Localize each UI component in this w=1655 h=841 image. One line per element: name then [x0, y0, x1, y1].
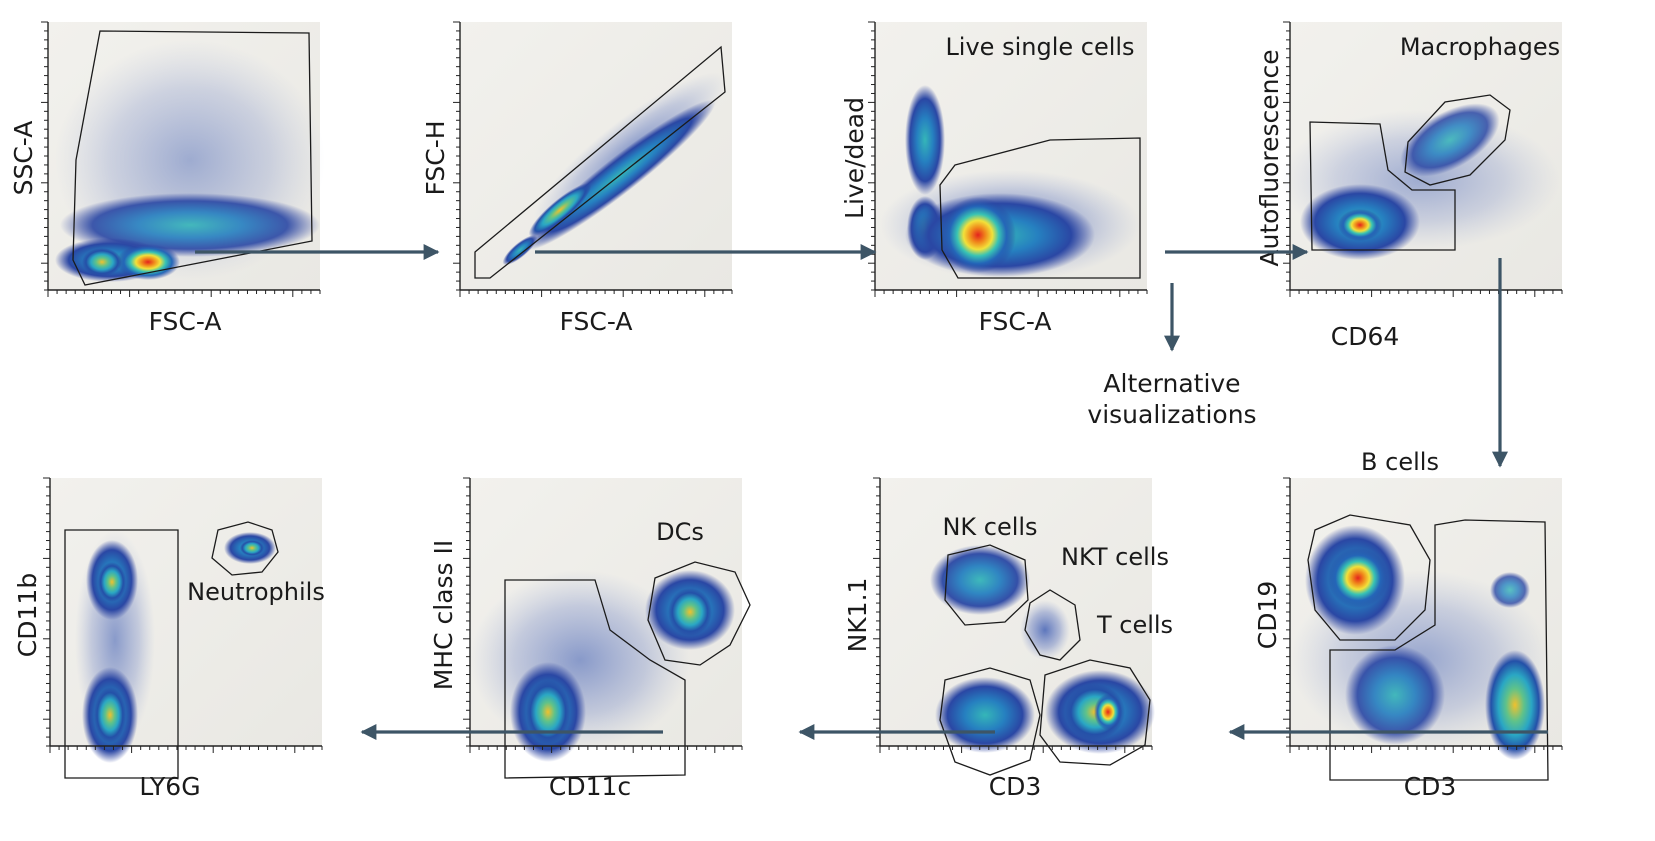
gate-non-dcs	[504, 579, 686, 779]
gate-live-single-cells	[939, 137, 1141, 279]
gate-label-nk-cells: NK cells	[942, 513, 1037, 541]
y-axis-label: SSC-A	[9, 121, 38, 196]
gate-label-dcs: DCs	[656, 518, 704, 546]
x-axis-label: FSC-A	[979, 307, 1052, 336]
y-axis-label: Live/dead	[840, 97, 869, 219]
gate-ly6g-neg	[64, 529, 179, 779]
flow-arrows	[195, 244, 1548, 740]
axis-ticks	[1283, 477, 1563, 753]
alternative-label-line1: Alternative	[1103, 369, 1240, 398]
x-axis-label: CD11c	[549, 772, 631, 801]
axis-ticks	[1283, 21, 1563, 297]
axis-ticks	[868, 21, 1148, 297]
plot-nk-t-cells	[879, 478, 1155, 776]
gate-label-b-cells: B cells	[1361, 448, 1439, 476]
gate-cells	[72, 30, 313, 286]
gate-nk-cd3-neg	[939, 667, 1041, 776]
gate-dcs	[647, 561, 751, 666]
y-axis-label: CD19	[1253, 581, 1282, 650]
axis-ticks	[873, 477, 1153, 753]
axis-ticks	[43, 477, 323, 753]
gate-label-t-cells: T cells	[1096, 611, 1173, 639]
plot-dcs	[469, 478, 751, 779]
gate-nkt-cells	[1024, 589, 1081, 661]
alternative-label-line2: visualizations	[1087, 400, 1256, 429]
y-axis-label: CD11b	[13, 573, 42, 657]
gate-label-live-single-cells: Live single cells	[945, 33, 1134, 61]
gate-t-cells-cd3	[1329, 519, 1549, 781]
plot-neutrophils	[49, 478, 322, 779]
x-axis-label: FSC-A	[560, 307, 633, 336]
gate-macrophages	[1404, 94, 1511, 186]
plot-fsc-fsch	[459, 22, 732, 291]
x-axis-label: CD3	[1404, 772, 1457, 801]
x-axis-label: CD64	[1331, 322, 1400, 351]
gate-nk-cells	[944, 544, 1029, 626]
gate-label-macrophages: Macrophages	[1400, 33, 1560, 61]
gate-neutrophils	[211, 521, 279, 576]
x-axis-label: CD3	[989, 772, 1042, 801]
plot-b-cells	[1289, 478, 1562, 781]
axis-ticks	[463, 477, 743, 753]
gate-b-cells	[1307, 514, 1431, 641]
y-axis-label: MHC class II	[429, 540, 458, 691]
y-axis-label: NK1.1	[843, 578, 872, 653]
gate-non-macrophages	[1309, 121, 1456, 251]
y-axis-label: FSC-H	[421, 120, 450, 195]
axis-ticks	[453, 21, 733, 297]
plot-macrophages	[1280, 22, 1562, 291]
gate-t-cells	[1039, 659, 1151, 766]
gate-singlets	[474, 45, 726, 279]
plot-fsc-ssc	[47, 22, 325, 291]
y-axis-label: Autofluorescence	[1255, 49, 1284, 266]
gate-label-neutrophils: Neutrophils	[187, 578, 325, 606]
axis-ticks	[41, 21, 321, 297]
gate-label-nkt-cells: NKT cells	[1061, 543, 1169, 571]
x-axis-label: LY6G	[139, 772, 200, 801]
plot-live-dead	[874, 22, 1147, 291]
x-axis-label: FSC-A	[149, 307, 222, 336]
